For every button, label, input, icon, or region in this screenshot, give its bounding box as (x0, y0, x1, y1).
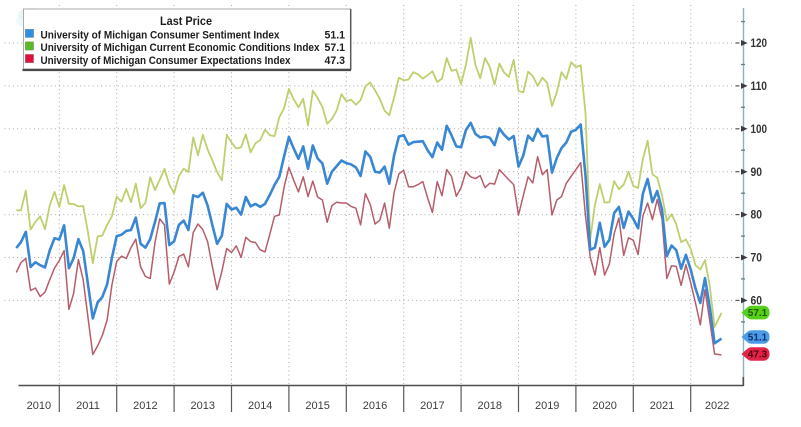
svg-text:2014: 2014 (248, 400, 272, 412)
svg-text:80: 80 (751, 208, 763, 222)
svg-text:90: 90 (751, 165, 763, 179)
svg-text:2017: 2017 (420, 400, 444, 412)
svg-text:University of Michigan Current: University of Michigan Current Economic … (41, 42, 321, 54)
svg-text:57.1: 57.1 (325, 42, 346, 54)
svg-text:60: 60 (751, 294, 763, 308)
svg-text:2016: 2016 (363, 400, 387, 412)
svg-text:University of Michigan Consume: University of Michigan Consumer Sentimen… (41, 30, 281, 42)
svg-text:2021: 2021 (650, 400, 674, 412)
svg-text:2012: 2012 (133, 400, 157, 412)
svg-text:51.1: 51.1 (748, 333, 768, 344)
svg-text:51.1: 51.1 (325, 30, 346, 42)
svg-text:57.1: 57.1 (748, 308, 768, 319)
svg-text:2015: 2015 (305, 400, 329, 412)
svg-text:2018: 2018 (478, 400, 502, 412)
svg-text:100: 100 (751, 122, 768, 136)
svg-text:2022: 2022 (705, 400, 729, 412)
svg-text:2013: 2013 (191, 400, 215, 412)
svg-text:110: 110 (751, 79, 768, 93)
svg-text:47.3: 47.3 (748, 350, 768, 361)
svg-text:47.3: 47.3 (325, 55, 346, 67)
svg-text:120: 120 (751, 36, 768, 50)
svg-text:70: 70 (751, 251, 763, 265)
svg-text:2020: 2020 (592, 400, 616, 412)
svg-text:2010: 2010 (27, 400, 51, 412)
svg-text:2019: 2019 (535, 400, 559, 412)
svg-text:2011: 2011 (76, 400, 100, 412)
svg-text:University of Michigan Consume: University of Michigan Consumer Expectat… (41, 55, 292, 67)
svg-text:Last Price: Last Price (160, 16, 212, 28)
